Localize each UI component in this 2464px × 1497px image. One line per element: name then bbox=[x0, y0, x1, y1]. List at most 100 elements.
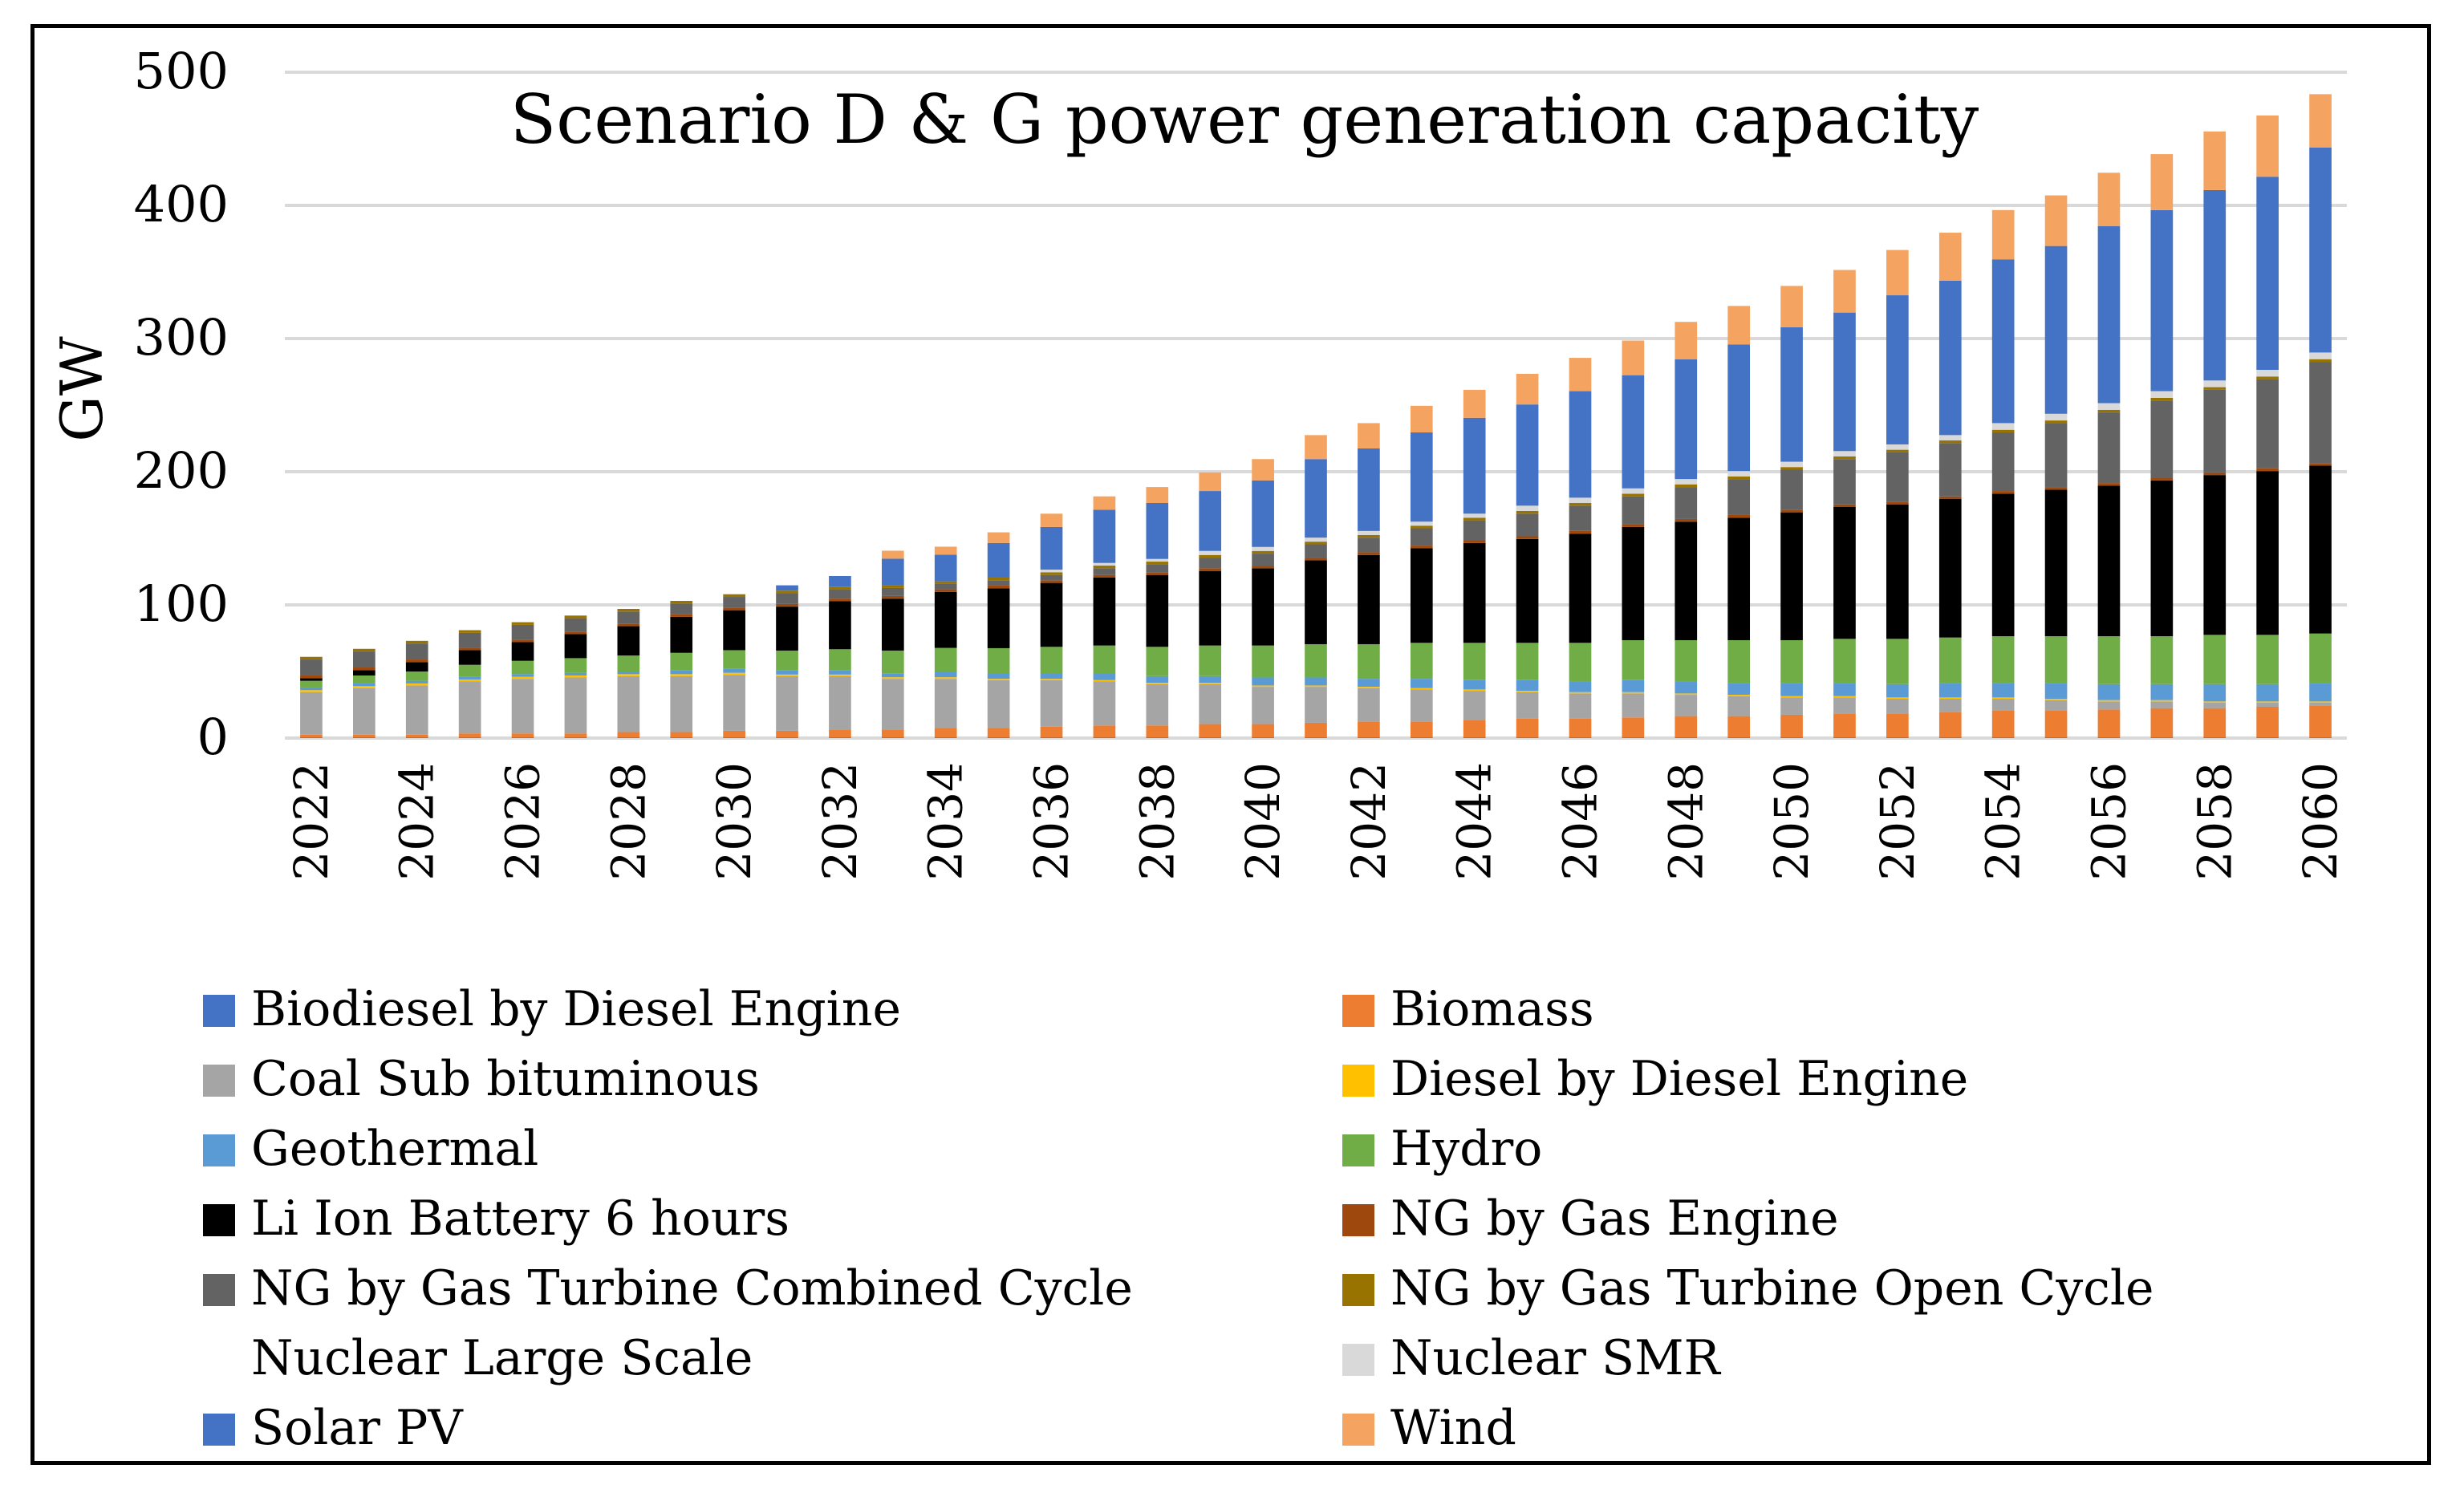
bar-segment-solar-pv-2032 bbox=[829, 575, 851, 587]
bar-segment-coal-sub-bituminous-2026 bbox=[511, 679, 534, 734]
bar-segment-ng-by-gas-turbine-open-cycle-2042 bbox=[1358, 534, 1380, 538]
bar-segment-coal-sub-bituminous-2034 bbox=[934, 679, 957, 728]
bar-segment-ng-by-gas-turbine-combined-cycle-2057 bbox=[2150, 400, 2174, 478]
bar-segment-solar-pv-2039 bbox=[1199, 491, 1222, 551]
bar-segment-hydro-2057 bbox=[2150, 636, 2174, 684]
bar-segment-biodiesel-by-diesel-engine-2026 bbox=[511, 737, 534, 738]
bar-segment-li-ion-battery-6-hours-2041 bbox=[1305, 560, 1327, 644]
bar-segment-geothermal-2037 bbox=[1093, 673, 1116, 680]
bar-segment-ng-by-gas-engine-2055 bbox=[2044, 487, 2068, 490]
bar-segment-wind-2055 bbox=[2044, 195, 2068, 246]
bar-segment-li-ion-battery-6-hours-2042 bbox=[1358, 554, 1380, 644]
bar-segment-hydro-2024 bbox=[405, 671, 428, 681]
bar-segment-hydro-2054 bbox=[1991, 636, 2015, 684]
bar-segment-ng-by-gas-engine-2028 bbox=[617, 623, 640, 627]
bar-segment-nuclear-smr-2059 bbox=[2256, 370, 2279, 377]
legend-label: Geothermal bbox=[251, 1121, 538, 1177]
legend-swatch bbox=[1342, 1414, 1374, 1446]
bar-segment-biodiesel-by-diesel-engine-2047 bbox=[1622, 737, 1645, 738]
bar-segment-ng-by-gas-turbine-open-cycle-2053 bbox=[1938, 440, 1962, 444]
bar-segment-ng-by-gas-engine-2025 bbox=[458, 647, 481, 651]
bar-segment-li-ion-battery-6-hours-2027 bbox=[564, 634, 587, 659]
x-tick-label: 2060 bbox=[2293, 762, 2348, 881]
bar-segment-solar-pv-2053 bbox=[1938, 280, 1962, 436]
legend-swatch bbox=[203, 1414, 235, 1446]
bar-segment-geothermal-2025 bbox=[458, 676, 481, 680]
bar-segment-biomass-2025 bbox=[458, 733, 481, 738]
bar-segment-nuclear-smr-2046 bbox=[1569, 497, 1592, 504]
bar-segment-biodiesel-by-diesel-engine-2051 bbox=[1833, 737, 1856, 738]
bar-segment-wind-2050 bbox=[1780, 286, 1803, 327]
bar-segment-geothermal-2056 bbox=[2097, 684, 2121, 700]
bar-segment-ng-by-gas-engine-2053 bbox=[1938, 496, 1962, 500]
y-tick-label: 0 bbox=[197, 708, 229, 766]
bar-segment-li-ion-battery-6-hours-2022 bbox=[300, 678, 323, 681]
legend-swatch bbox=[203, 1344, 235, 1376]
bar-segment-wind-2034 bbox=[934, 546, 957, 555]
bar-segment-coal-sub-bituminous-2039 bbox=[1199, 684, 1222, 724]
bar-segment-hydro-2058 bbox=[2203, 635, 2227, 684]
bar-segment-hydro-2032 bbox=[829, 649, 851, 671]
bar-segment-solar-pv-2038 bbox=[1146, 503, 1169, 559]
legend-label: NG by Gas Engine bbox=[1390, 1191, 1839, 1247]
bar-segment-ng-by-gas-engine-2030 bbox=[723, 607, 745, 611]
bar-segment-biodiesel-by-diesel-engine-2039 bbox=[1199, 737, 1222, 738]
legend-entry-geothermal: Geothermal bbox=[203, 1121, 538, 1177]
bar-segment-biomass-2059 bbox=[2256, 706, 2279, 738]
bar-segment-biomass-2055 bbox=[2044, 710, 2068, 738]
bar-segment-ng-by-gas-engine-2023 bbox=[353, 667, 375, 671]
bar-segment-biodiesel-by-diesel-engine-2034 bbox=[934, 737, 957, 738]
bar-segment-diesel-by-diesel-engine-2033 bbox=[881, 677, 904, 680]
bar-segment-ng-by-gas-engine-2039 bbox=[1199, 568, 1222, 571]
bar-segment-wind-2054 bbox=[1991, 209, 2015, 260]
bar-segment-nuclear-smr-2051 bbox=[1833, 451, 1856, 456]
bar-segment-geothermal-2054 bbox=[1991, 683, 2015, 698]
bar-segment-hydro-2059 bbox=[2256, 635, 2279, 684]
bar-segment-li-ion-battery-6-hours-2030 bbox=[723, 610, 745, 651]
bar-segment-geothermal-2050 bbox=[1780, 683, 1803, 696]
bar-segment-ng-by-gas-turbine-open-cycle-2043 bbox=[1410, 525, 1433, 529]
x-tick-label: 2024 bbox=[390, 762, 444, 881]
y-axis-label: GW bbox=[48, 336, 116, 442]
bar-segment-biomass-2045 bbox=[1516, 718, 1539, 738]
bar-segment-ng-by-gas-turbine-open-cycle-2038 bbox=[1146, 562, 1169, 565]
bar-segment-geothermal-2049 bbox=[1727, 683, 1751, 696]
bar-segment-biomass-2049 bbox=[1727, 716, 1751, 738]
bar-segment-biodiesel-by-diesel-engine-2027 bbox=[564, 737, 587, 738]
bar-segment-biomass-2042 bbox=[1358, 721, 1380, 738]
bar-segment-biomass-2043 bbox=[1410, 721, 1433, 738]
bar-segment-wind-2038 bbox=[1146, 487, 1169, 504]
bar-segment-geothermal-2031 bbox=[776, 670, 798, 675]
bar-segment-diesel-by-diesel-engine-2055 bbox=[2044, 699, 2068, 700]
legend-label: Hydro bbox=[1390, 1121, 1542, 1177]
bar-segment-ng-by-gas-engine-2059 bbox=[2256, 468, 2279, 472]
legend-swatch bbox=[1342, 1065, 1374, 1097]
x-tick-label: 2050 bbox=[1764, 762, 1819, 881]
x-tick-label: 2048 bbox=[1658, 762, 1713, 881]
bar-segment-ng-by-gas-engine-2043 bbox=[1410, 546, 1433, 549]
bar-segment-diesel-by-diesel-engine-2038 bbox=[1146, 683, 1169, 684]
bar-segment-ng-by-gas-engine-2058 bbox=[2203, 472, 2227, 476]
bar-segment-diesel-by-diesel-engine-2046 bbox=[1569, 692, 1592, 694]
bar-segment-ng-by-gas-turbine-open-cycle-2033 bbox=[881, 585, 904, 588]
bar-segment-geothermal-2029 bbox=[670, 670, 693, 675]
bar-segment-li-ion-battery-6-hours-2054 bbox=[1991, 493, 2015, 637]
bar-segment-hydro-2039 bbox=[1199, 645, 1222, 676]
bar-segment-diesel-by-diesel-engine-2048 bbox=[1674, 693, 1698, 696]
bar-segment-hydro-2052 bbox=[1886, 639, 1909, 684]
bar-segment-coal-sub-bituminous-2022 bbox=[300, 692, 323, 735]
bar-segment-ng-by-gas-turbine-open-cycle-2060 bbox=[2309, 359, 2332, 363]
bar-segment-nuclear-smr-2052 bbox=[1886, 444, 1909, 450]
bar-segment-li-ion-battery-6-hours-2034 bbox=[934, 591, 957, 648]
bar-segment-hydro-2056 bbox=[2097, 636, 2121, 684]
bar-segment-ng-by-gas-turbine-open-cycle-2032 bbox=[829, 586, 851, 590]
bar-segment-nuclear-smr-2058 bbox=[2203, 380, 2227, 387]
bar-segment-solar-pv-2050 bbox=[1780, 327, 1803, 462]
bar-segment-ng-by-gas-turbine-combined-cycle-2039 bbox=[1199, 558, 1222, 569]
bar-segment-geothermal-2026 bbox=[511, 674, 534, 677]
bar-segment-ng-by-gas-turbine-combined-cycle-2049 bbox=[1727, 479, 1751, 515]
bar-segment-ng-by-gas-turbine-open-cycle-2030 bbox=[723, 594, 745, 598]
bar-segment-diesel-by-diesel-engine-2036 bbox=[1040, 679, 1063, 680]
legend-label: Biodiesel by Diesel Engine bbox=[251, 981, 901, 1037]
bar-segment-solar-pv-2059 bbox=[2256, 176, 2279, 371]
